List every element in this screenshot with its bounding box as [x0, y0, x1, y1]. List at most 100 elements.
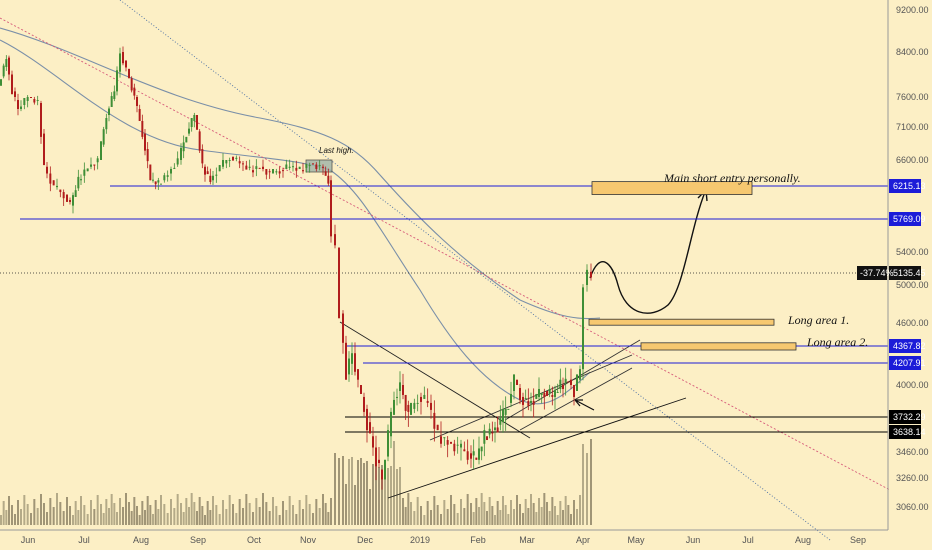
time-tick-label: Aug [133, 535, 149, 545]
time-tick-label: Sep [190, 535, 206, 545]
price-tick-label: 3460.00 [896, 447, 929, 457]
volume-bar [56, 493, 58, 525]
price-tick-label: 8400.00 [896, 47, 929, 57]
volume-bar [285, 510, 288, 525]
candle-body [538, 388, 540, 397]
candle-body [218, 165, 221, 172]
price-tick-label: 7100.00 [896, 122, 929, 132]
candle-body [62, 192, 65, 199]
candle-body [163, 175, 166, 181]
candle-body [423, 394, 426, 399]
candle-body [245, 165, 248, 170]
price-axis: 9200.00 8400.00 7600.00 7100.00 6600.00 5400.… [857, 0, 929, 530]
volume-bar [562, 510, 564, 525]
volume-bar [222, 500, 224, 525]
volume-bar [278, 515, 281, 525]
volume-bar [308, 504, 311, 525]
candle-body [258, 167, 261, 169]
candle-body [480, 446, 483, 452]
candle-body [166, 175, 169, 177]
candle-body [160, 183, 162, 185]
volume-bar [272, 497, 274, 525]
level-tag-label: 4367.82 [893, 341, 926, 351]
candle-body [265, 169, 268, 175]
volume-bar [33, 499, 36, 525]
candle-body [369, 422, 371, 434]
volume-bar [348, 459, 350, 525]
candle-body [470, 453, 472, 459]
volume-bar [122, 507, 124, 525]
time-tick-label: Jun [686, 535, 701, 545]
volume-bar [36, 508, 39, 525]
candle-body [215, 174, 218, 176]
candle-body [154, 181, 157, 185]
candle-body [420, 396, 422, 402]
entry-zones [588, 181, 797, 351]
volume-bar [113, 503, 116, 525]
candle-body [146, 149, 149, 162]
volume-bar [30, 513, 32, 525]
volume-bar [146, 496, 149, 525]
candle-body [413, 402, 416, 409]
candle-body [11, 74, 13, 95]
level-tag-label: 6215.13 [893, 181, 926, 191]
time-tick-label: Jul [742, 535, 754, 545]
volume-bar [470, 503, 472, 525]
volume-bar [491, 506, 494, 525]
volume-bar [423, 515, 426, 525]
volume-bar [2, 501, 5, 525]
candle-body [381, 469, 383, 480]
volume-bar [407, 493, 410, 525]
volume-bar [372, 464, 374, 525]
volume-bar [443, 500, 446, 525]
candle-body [446, 440, 449, 445]
candle-body [524, 397, 527, 399]
candle-body [238, 161, 241, 164]
candle-body [292, 166, 294, 168]
candle-body [456, 444, 459, 446]
candle-body [77, 176, 80, 189]
candle-body [530, 400, 532, 403]
candle-body [546, 390, 548, 396]
volume-bar [138, 515, 141, 525]
volume-bar [305, 495, 308, 525]
candle-body [108, 108, 110, 115]
volume-bar [433, 496, 436, 525]
volume-bar [488, 497, 491, 525]
candle-body [360, 385, 362, 394]
candle-body [182, 142, 185, 152]
volume-bar [410, 502, 412, 525]
volume-bar [330, 498, 332, 525]
candle-body [354, 353, 356, 372]
volume-bar [72, 515, 74, 525]
volume-bar [185, 498, 188, 525]
candle-body [295, 167, 298, 171]
volume-bar [245, 494, 248, 525]
volume-bar [416, 497, 419, 525]
volume-bar [119, 498, 121, 525]
price-tick-label: 6600.00 [896, 155, 929, 165]
volume-bar [582, 444, 584, 525]
candle-body [396, 396, 398, 398]
candle-body [8, 57, 10, 75]
volume-bar [351, 457, 353, 525]
candle-body [83, 169, 86, 176]
volume-bar [430, 510, 432, 525]
volume-bar [390, 466, 392, 525]
candle-body [543, 392, 546, 397]
candle-body [72, 195, 74, 206]
candle-body [204, 166, 206, 175]
volume-bar [170, 499, 172, 525]
volume-bar [215, 505, 218, 525]
volume-bar [235, 513, 238, 525]
volume-bar [396, 469, 398, 525]
candle-body [170, 169, 172, 174]
candle-body [255, 166, 258, 170]
candle-body [43, 133, 45, 166]
candle-body [74, 190, 77, 197]
time-tick-label: Sep [850, 535, 866, 545]
candle-body [334, 234, 336, 246]
change-label: -37.74% [860, 268, 894, 278]
candle-body [551, 394, 554, 397]
